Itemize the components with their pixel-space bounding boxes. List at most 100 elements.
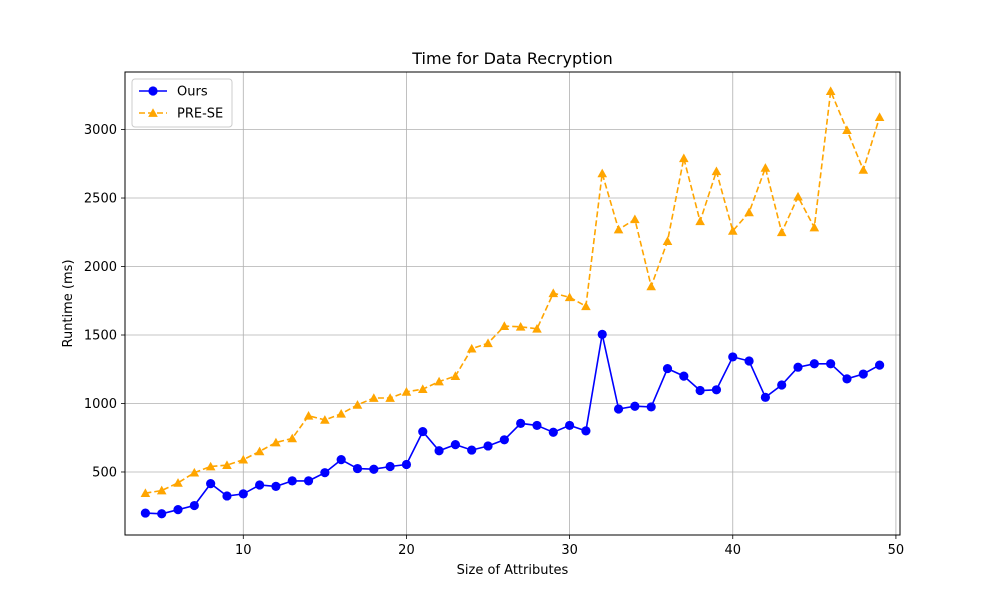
data-point xyxy=(206,479,216,489)
data-point xyxy=(630,214,640,224)
data-point xyxy=(352,400,363,409)
data-point xyxy=(874,112,885,122)
data-point xyxy=(744,356,754,366)
y-tick-label: 500 xyxy=(92,465,117,480)
data-point xyxy=(320,468,330,478)
data-point xyxy=(679,153,689,163)
data-point xyxy=(352,463,363,474)
y-axis-label: Runtime (ms) xyxy=(61,259,76,347)
data-point xyxy=(548,288,559,298)
data-point xyxy=(287,476,297,486)
data-point xyxy=(287,433,298,443)
data-point xyxy=(516,418,526,428)
data-point xyxy=(336,455,346,465)
data-point xyxy=(842,374,852,384)
data-point xyxy=(760,163,771,172)
data-point xyxy=(140,508,150,518)
x-tick-label: 20 xyxy=(398,543,415,558)
data-point xyxy=(369,464,379,474)
legend-label: Ours xyxy=(177,85,208,100)
y-tick-label: 2500 xyxy=(84,192,117,207)
data-point xyxy=(254,446,265,456)
data-point xyxy=(466,343,477,353)
data-point xyxy=(140,488,151,498)
data-point xyxy=(548,427,558,437)
data-point xyxy=(401,459,412,470)
data-point xyxy=(336,408,346,418)
data-point xyxy=(156,485,167,495)
data-point xyxy=(744,207,754,217)
data-point xyxy=(662,363,673,374)
data-point xyxy=(858,369,868,379)
data-point xyxy=(499,435,509,445)
data-point xyxy=(434,376,444,386)
y-axis-ticks: 500 1000 1500 2000 2500 3000 xyxy=(84,123,125,480)
data-point xyxy=(809,222,820,232)
data-point xyxy=(450,371,461,380)
data-point xyxy=(271,437,281,447)
data-point xyxy=(646,402,656,412)
data-point xyxy=(173,478,183,487)
x-tick-label: 40 xyxy=(724,543,741,558)
plot-frame xyxy=(124,71,901,536)
data-point xyxy=(238,454,249,464)
data-point xyxy=(189,500,199,511)
data-point xyxy=(776,227,787,237)
data-point xyxy=(499,321,510,330)
data-point xyxy=(695,216,705,226)
data-point xyxy=(613,224,624,234)
data-point xyxy=(711,385,722,395)
series-pre-se xyxy=(140,86,885,498)
series-layer xyxy=(140,86,885,519)
data-point xyxy=(875,360,885,370)
x-axis-ticks: 10 20 30 40 50 xyxy=(235,535,904,558)
data-point xyxy=(385,461,395,472)
data-point xyxy=(565,420,575,431)
x-tick-label: 30 xyxy=(561,543,578,558)
data-point xyxy=(793,362,803,372)
data-point xyxy=(417,384,428,393)
data-point xyxy=(728,352,738,362)
x-tick-label: 50 xyxy=(888,543,905,558)
data-point xyxy=(483,441,493,451)
legend: Ours PRE-SE xyxy=(131,78,233,128)
legend-marker xyxy=(148,108,158,117)
data-point xyxy=(662,236,673,246)
data-point xyxy=(711,166,722,176)
data-point xyxy=(597,329,607,339)
data-point xyxy=(271,481,281,491)
data-point xyxy=(564,292,575,302)
data-point xyxy=(467,445,477,455)
data-point xyxy=(630,401,640,411)
data-point xyxy=(320,415,330,424)
x-tick-label: 10 xyxy=(235,543,252,558)
data-point xyxy=(401,387,412,396)
data-point xyxy=(189,467,200,477)
series-line xyxy=(145,334,880,515)
data-point xyxy=(483,338,493,348)
series-line xyxy=(145,88,881,494)
data-point xyxy=(679,371,689,381)
data-point xyxy=(581,426,591,436)
data-point xyxy=(303,476,314,486)
chart-title: Time for Data Recryption xyxy=(411,49,613,68)
data-point xyxy=(809,359,819,369)
data-point xyxy=(205,461,216,471)
data-point xyxy=(532,420,542,431)
data-point xyxy=(222,460,232,469)
data-point xyxy=(238,489,248,499)
y-tick-label: 1000 xyxy=(84,397,117,412)
y-tick-label: 1500 xyxy=(84,329,117,344)
data-point xyxy=(157,509,167,519)
data-point xyxy=(173,505,183,515)
series-ours xyxy=(140,329,885,519)
data-point xyxy=(418,426,428,437)
data-point xyxy=(777,380,787,390)
grid xyxy=(125,72,900,535)
data-point xyxy=(450,439,460,450)
data-point xyxy=(646,281,656,291)
data-point xyxy=(793,191,803,201)
data-point xyxy=(858,165,869,174)
